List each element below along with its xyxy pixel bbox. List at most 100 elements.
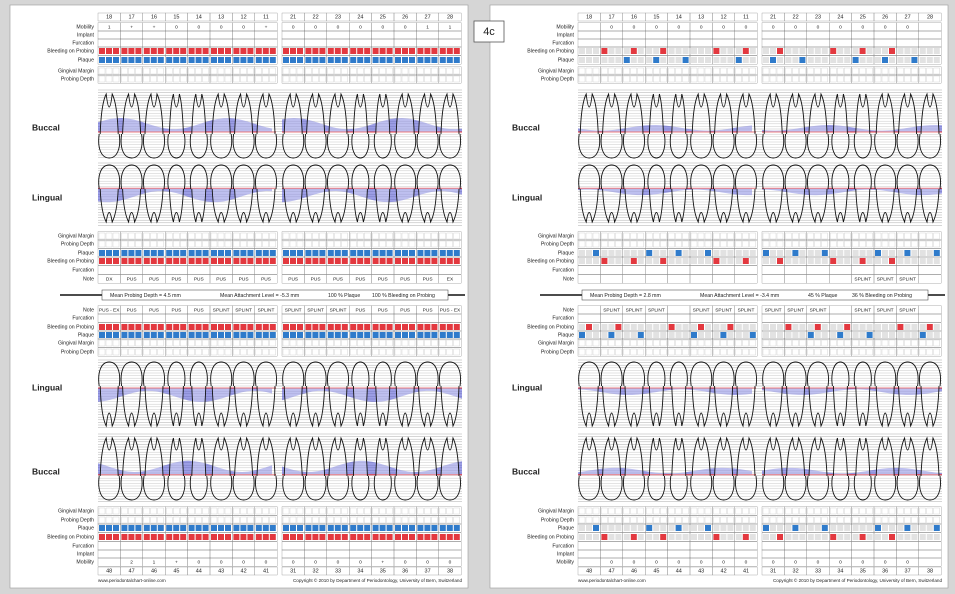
row-label: Bleeding on Probing xyxy=(527,258,574,264)
indicator-square xyxy=(99,258,105,264)
measure-cell xyxy=(143,339,150,347)
cell-text: 0 xyxy=(745,24,748,30)
measure-cell xyxy=(592,507,600,515)
indicator-square xyxy=(99,57,105,63)
measure-cell xyxy=(762,67,770,75)
cell xyxy=(918,66,942,76)
measure-cell xyxy=(446,75,453,83)
indicator-square xyxy=(608,525,615,531)
measure-cell xyxy=(720,339,727,347)
cell xyxy=(734,541,758,551)
measure-cell xyxy=(874,232,882,240)
measure-cell xyxy=(394,240,402,248)
measure-cell xyxy=(776,240,784,248)
measure-cell xyxy=(637,507,644,515)
tooth-outline xyxy=(373,164,392,223)
measure-cell xyxy=(431,67,438,75)
measure-cell xyxy=(933,348,940,356)
measure-cell xyxy=(334,516,341,524)
measure-cell xyxy=(446,348,453,356)
measure-cell xyxy=(615,339,622,347)
measure-cell xyxy=(866,67,873,75)
measure-cell xyxy=(180,507,187,515)
cell-text: DX xyxy=(106,276,113,282)
measure-cell xyxy=(874,67,882,75)
indicator-square xyxy=(897,534,904,540)
tooth-outline xyxy=(690,361,713,428)
tooth-outline xyxy=(98,164,121,224)
measure-cell xyxy=(749,67,756,75)
cell-text: 1 xyxy=(449,24,452,30)
indicator-square xyxy=(350,48,357,54)
indicator-square xyxy=(821,534,828,540)
measure-cell xyxy=(904,240,911,248)
cell-text: 0 xyxy=(314,559,317,565)
indicator-square xyxy=(188,332,195,338)
tooth-outline xyxy=(143,92,165,159)
measure-cell xyxy=(240,67,247,75)
measure-cell xyxy=(585,67,593,75)
measure-cell xyxy=(682,516,689,524)
indicator-square xyxy=(247,332,254,338)
cell xyxy=(254,549,278,559)
indicator-square xyxy=(290,534,296,540)
tooth-outline xyxy=(439,361,461,428)
cell-text: 0 xyxy=(772,24,775,30)
indicator-square xyxy=(630,57,637,63)
measure-cell xyxy=(776,75,784,83)
cell xyxy=(734,239,758,249)
measure-cell xyxy=(727,516,734,524)
indicator-square xyxy=(113,250,119,256)
indicator-square xyxy=(720,332,727,338)
row-label: Plaque xyxy=(78,57,94,63)
indicator-square xyxy=(593,57,599,63)
indicator-square xyxy=(830,525,837,531)
indicator-square xyxy=(814,250,821,256)
indicator-square xyxy=(807,48,814,54)
measure-cell xyxy=(255,240,262,248)
measure-cell xyxy=(785,240,792,248)
indicator-square xyxy=(705,324,711,330)
measure-cell xyxy=(697,232,705,240)
indicator-square xyxy=(814,324,821,330)
indicator-square xyxy=(290,525,296,531)
indicator-square xyxy=(770,534,776,540)
measure-cell xyxy=(372,507,379,515)
cell xyxy=(254,557,278,567)
measure-cell xyxy=(401,348,409,356)
indicator-square xyxy=(859,48,866,54)
indicator-square xyxy=(814,525,821,531)
tooth-outline xyxy=(98,436,121,501)
indicator-square xyxy=(240,250,247,256)
indicator-square xyxy=(830,534,837,540)
tooth-outline xyxy=(600,164,623,224)
indicator-square xyxy=(691,57,697,63)
measure-cell xyxy=(844,348,851,356)
cell-text: PUS xyxy=(333,276,343,282)
measure-cell xyxy=(608,516,615,524)
measure-cell xyxy=(453,232,460,240)
indicator-square xyxy=(675,525,682,531)
tooth-outline xyxy=(351,93,370,159)
indicator-square xyxy=(305,57,312,63)
measure-cell xyxy=(682,339,689,347)
cell-text: SPLINT xyxy=(307,307,324,313)
cell xyxy=(918,248,942,258)
tooth-outline xyxy=(282,361,305,428)
row-label: Note xyxy=(83,276,94,282)
indicator-square xyxy=(660,324,667,330)
measure-cell xyxy=(334,232,341,240)
indicator-square xyxy=(799,250,806,256)
indicator-square xyxy=(188,258,195,264)
cell-text: 16 xyxy=(151,14,157,20)
indicator-square xyxy=(742,525,749,531)
indicator-square xyxy=(586,332,592,338)
measure-cell xyxy=(615,240,622,248)
measure-cell xyxy=(210,232,218,240)
summary-text: 36 % Bleeding on Probing xyxy=(852,293,912,299)
measure-cell xyxy=(341,507,348,515)
tooth-outline xyxy=(831,93,850,159)
indicator-square xyxy=(319,324,326,330)
indicator-square xyxy=(188,534,195,540)
measure-cell xyxy=(697,240,705,248)
